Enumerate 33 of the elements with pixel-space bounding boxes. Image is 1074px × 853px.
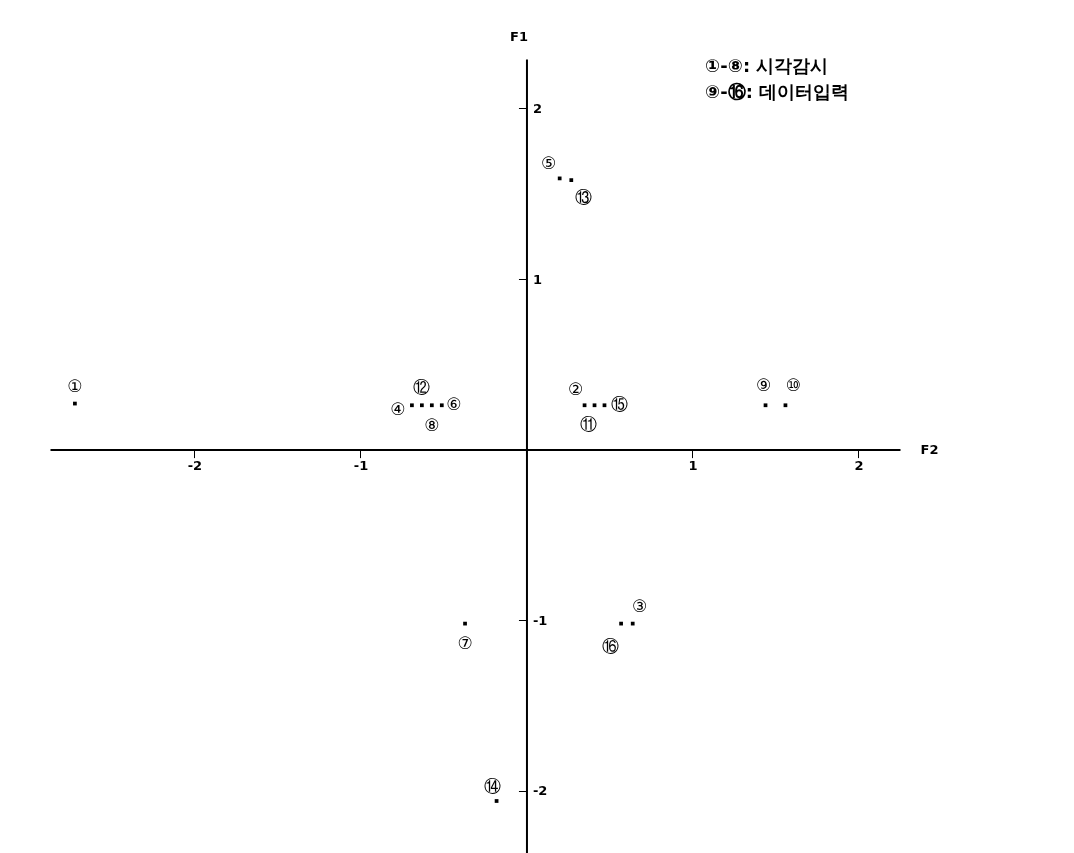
y-tick-label: 2: [532, 100, 543, 116]
y-tick-label: -2: [532, 783, 548, 799]
y-tick-label: -1: [532, 612, 548, 628]
data-label: ⑯: [601, 635, 619, 656]
data-label: ②: [567, 379, 584, 400]
point: [429, 403, 434, 408]
data-label: ⑨: [755, 375, 772, 396]
data-label: ①: [67, 375, 83, 396]
y-axis-title: F1: [510, 28, 528, 44]
x-tick-label: -2: [187, 458, 203, 474]
data-label: ⑫: [413, 377, 431, 398]
annotation: ①-⑧: 시각감시: [705, 55, 829, 76]
annotation: ⑨-⑯: 데이터입력: [705, 81, 850, 102]
x-tick-label: -1: [353, 458, 369, 474]
point: [410, 403, 414, 408]
point: [569, 178, 574, 182]
data-label: ③: [632, 595, 648, 616]
data-label: ⑭: [484, 776, 502, 796]
data-label: ⑮: [610, 394, 628, 415]
data-label: ⑧: [424, 415, 440, 436]
data-label: ⑦: [457, 632, 473, 653]
point: [439, 403, 444, 408]
x-tick-label: 2: [854, 458, 864, 474]
data-label: ⑬: [574, 187, 592, 208]
data-label: ④: [390, 399, 406, 420]
data-label: ⑩: [785, 375, 802, 396]
x-axis-title: F2: [920, 442, 939, 458]
x-tick-label: 1: [688, 458, 698, 474]
data-label: ⑪: [580, 414, 598, 435]
data-label: ⑥: [446, 394, 462, 415]
point: [420, 403, 424, 408]
y-tick-label: 1: [532, 271, 543, 287]
data-label: ⑤: [541, 153, 557, 174]
